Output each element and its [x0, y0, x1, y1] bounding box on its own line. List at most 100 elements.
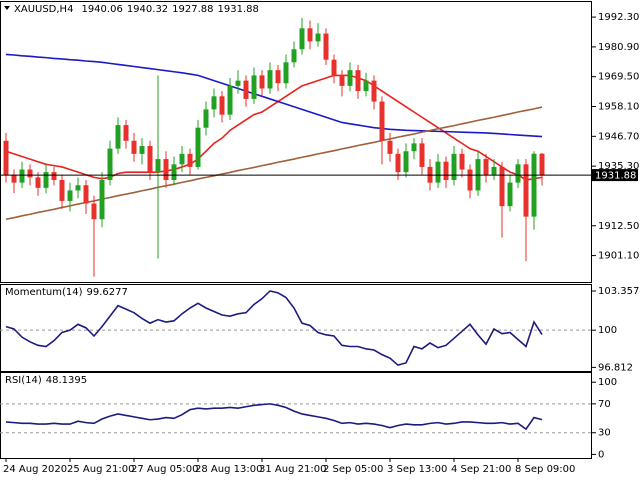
indicator-line: [5, 403, 543, 431]
indicator-value: 48.1395: [46, 375, 87, 386]
candle-body: [459, 153, 465, 170]
header-ohlc: 1927.88: [172, 4, 213, 15]
y-tick-label: 1992.30: [598, 12, 639, 23]
candle-body: [299, 28, 305, 50]
candle-body: [379, 101, 385, 141]
current-price-box: [592, 169, 638, 182]
y-tick-label: 0: [598, 449, 604, 460]
moving-average: [5, 74, 543, 181]
candle-body: [331, 59, 337, 76]
candle-body: [395, 153, 401, 173]
menu-arrow[interactable]: [4, 6, 10, 10]
candle-body: [75, 185, 81, 191]
x-tick-label: 3 Sep 13:00: [387, 464, 447, 475]
candle-body: [411, 143, 417, 152]
y-tick-label: 1912.50: [598, 221, 639, 232]
candle-body: [107, 148, 113, 181]
y-tick-label: 1946.70: [598, 131, 639, 142]
candle-body: [131, 140, 137, 154]
current-price-label: 1931.88: [595, 171, 636, 182]
candle-body: [187, 153, 193, 167]
y-tick-label: 103.3574: [598, 286, 640, 297]
moving-average: [5, 106, 543, 221]
y-tick-label: 1980.90: [598, 42, 639, 53]
y-tick-label: 1901.10: [598, 251, 639, 262]
candle-body: [523, 164, 529, 217]
candle-body: [403, 151, 409, 173]
candle-body: [371, 80, 377, 102]
candle-body: [139, 146, 145, 154]
header-ohlc: 1931.88: [218, 4, 259, 15]
candle-body: [339, 75, 345, 86]
candle-body: [467, 169, 473, 191]
header-ohlc: 1940.32: [127, 4, 168, 15]
candle-body: [259, 75, 265, 89]
x-tick-label: 24 Aug 2020: [3, 464, 67, 475]
candle-body: [515, 164, 521, 183]
candle-body: [83, 185, 89, 204]
candle-body: [531, 153, 537, 217]
y-tick-label: 96.812: [598, 362, 633, 373]
x-tick-label: 31 Aug 21:00: [259, 464, 326, 475]
candle-body: [179, 153, 185, 165]
header-ohlc: 1940.06: [81, 4, 122, 15]
candle-body: [491, 166, 497, 175]
candle-body: [43, 172, 49, 188]
candle-body: [483, 159, 489, 175]
candle-body: [419, 143, 425, 167]
candle-body: [243, 80, 249, 99]
y-tick-label: 1935.30: [598, 161, 639, 172]
y-tick-label: 1958.10: [598, 102, 639, 113]
candle-body: [91, 203, 97, 220]
candle-body: [443, 161, 449, 181]
candle-body: [355, 70, 361, 92]
candle-body: [67, 190, 73, 201]
candle-body: [171, 164, 177, 181]
candle-body: [323, 33, 329, 60]
candle-body: [267, 70, 273, 89]
candle-body: [499, 166, 505, 207]
candle-body: [51, 172, 57, 181]
candle-body: [147, 146, 153, 173]
candle-body: [59, 180, 65, 201]
x-tick-label: 27 Aug 05:00: [131, 464, 198, 475]
candle-body: [435, 161, 441, 183]
candle-body: [539, 153, 545, 176]
candle-body: [35, 177, 41, 188]
x-tick-label: 4 Sep 21:00: [451, 464, 511, 475]
x-tick-label: 28 Aug 13:00: [195, 464, 262, 475]
candle-body: [251, 75, 257, 99]
moving-average: [5, 53, 543, 138]
y-tick-label: 1969.50: [598, 72, 639, 83]
x-tick-label: 8 Sep 09:00: [515, 464, 575, 475]
candle-body: [211, 96, 217, 110]
panel-frame: [0, 372, 592, 459]
symbol: XAUUSD,H4: [14, 4, 73, 15]
candle-body: [283, 62, 289, 84]
y-tick-label: 30: [598, 428, 611, 439]
candle-body: [99, 180, 105, 220]
candle-body: [507, 182, 513, 207]
candle-body: [347, 70, 353, 86]
candle-body: [451, 153, 457, 181]
candle-body: [227, 85, 233, 115]
indicator-name: RSI(14): [5, 375, 42, 386]
candle-body: [235, 80, 241, 86]
candle-body: [363, 80, 369, 92]
candle-body: [275, 70, 281, 84]
indicator-value: 99.6277: [87, 287, 128, 298]
candle-body: [219, 96, 225, 115]
candle-body: [3, 140, 9, 175]
candle-body: [123, 125, 129, 141]
candle-body: [19, 169, 25, 183]
indicator-line: [5, 290, 543, 367]
candle-body: [291, 49, 297, 63]
candle-body: [155, 159, 161, 173]
candle-body: [307, 28, 313, 42]
panel-frame: [0, 284, 592, 372]
candle-body: [203, 109, 209, 128]
x-tick-label: 25 Aug 21:00: [67, 464, 134, 475]
